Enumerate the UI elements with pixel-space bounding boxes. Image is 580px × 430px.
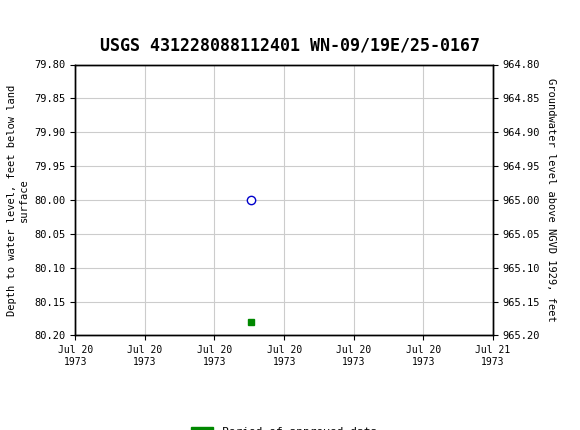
Text: USGS: USGS bbox=[38, 10, 93, 28]
Text: USGS 431228088112401 WN-09/19E/25-0167: USGS 431228088112401 WN-09/19E/25-0167 bbox=[100, 36, 480, 54]
Y-axis label: Groundwater level above NGVD 1929, feet: Groundwater level above NGVD 1929, feet bbox=[546, 78, 556, 322]
Y-axis label: Depth to water level, feet below land
surface: Depth to water level, feet below land su… bbox=[8, 84, 29, 316]
Legend: Period of approved data: Period of approved data bbox=[187, 422, 382, 430]
